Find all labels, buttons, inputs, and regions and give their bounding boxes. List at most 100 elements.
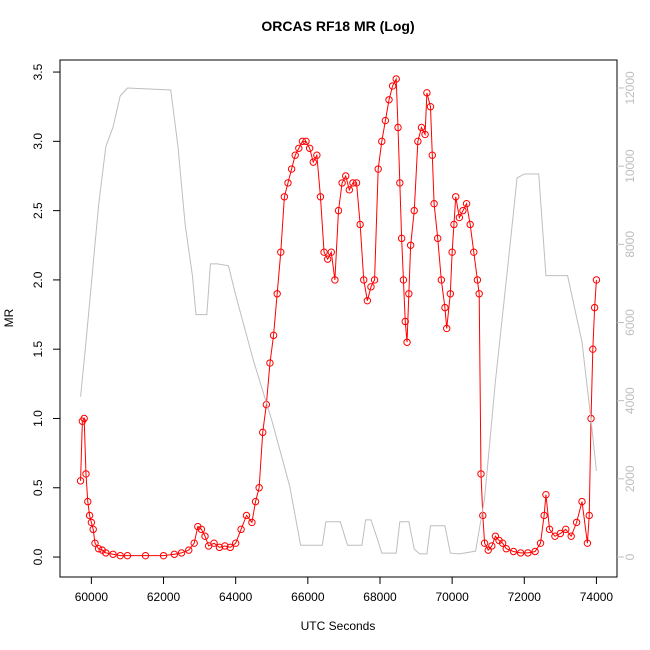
data-point	[403, 338, 411, 346]
data-point	[123, 551, 132, 560]
data-point	[480, 539, 489, 547]
data-point	[109, 550, 117, 558]
data-point	[291, 151, 299, 159]
series-line	[80, 77, 597, 557]
data-point	[331, 276, 339, 284]
data-point	[190, 539, 198, 547]
data-point	[578, 497, 586, 506]
data-point	[459, 206, 467, 215]
data-point	[269, 331, 278, 340]
data-point	[87, 518, 96, 527]
data-point	[201, 532, 209, 540]
data-point	[396, 179, 404, 187]
data-point	[406, 241, 415, 249]
data-point	[592, 276, 601, 284]
data-point	[342, 172, 350, 180]
y-tick-label: 0.0	[31, 548, 45, 565]
data-point	[210, 539, 218, 547]
y-tick-label: 2.5	[31, 202, 45, 219]
y2-tick-label: 4000	[623, 387, 637, 414]
data-point	[590, 303, 599, 312]
data-point	[479, 511, 487, 520]
data-point	[298, 137, 307, 146]
data-point	[585, 511, 593, 520]
data-point	[388, 82, 397, 90]
data-point	[255, 484, 263, 492]
data-point	[91, 539, 99, 547]
data-point	[284, 179, 292, 187]
data-point	[446, 290, 455, 298]
y-tick-label: 1.5	[31, 341, 45, 358]
x-tick-label: 68000	[363, 590, 397, 604]
data-point	[448, 248, 456, 256]
x-tick-label: 72000	[508, 590, 542, 604]
y2-tick-label: 6000	[623, 309, 637, 336]
data-point	[583, 539, 592, 547]
data-point	[455, 213, 464, 222]
data-point	[221, 542, 229, 550]
x-tick-label: 64000	[219, 590, 253, 604]
data-point	[452, 193, 460, 201]
data-point	[516, 549, 525, 557]
data-point	[242, 511, 251, 520]
data-point	[430, 199, 438, 208]
data-point	[437, 276, 446, 284]
plot-frame	[59, 59, 618, 578]
data-point	[367, 283, 375, 291]
data-point	[177, 549, 186, 557]
y2-tick-label: 2000	[623, 465, 637, 492]
data-point	[338, 179, 346, 187]
data-point	[273, 290, 281, 298]
x-tick-label: 60000	[75, 590, 109, 604]
data-point	[381, 116, 390, 125]
data-point	[352, 179, 361, 187]
y2-tick-label: 12000	[623, 71, 637, 105]
data-point	[562, 525, 570, 534]
data-point	[80, 414, 88, 423]
data-point	[327, 248, 335, 256]
data-point	[462, 199, 471, 208]
data-point	[197, 525, 206, 534]
data-point	[334, 206, 343, 215]
data-point	[345, 186, 354, 194]
x-axis-label: UTC Seconds	[301, 619, 376, 633]
y-tick-label: 3.5	[31, 63, 45, 80]
data-point	[394, 123, 402, 132]
data-point	[313, 151, 321, 159]
data-point	[266, 359, 274, 367]
data-point	[102, 549, 110, 557]
data-point	[417, 123, 426, 132]
data-point	[360, 276, 368, 284]
data-point	[470, 248, 478, 256]
series-line	[80, 87, 597, 555]
data-point	[524, 549, 532, 557]
y-axis-label: MR	[2, 308, 16, 327]
data-point	[484, 546, 492, 554]
data-point	[370, 276, 379, 284]
data-point	[170, 550, 179, 558]
data-point	[89, 525, 97, 534]
data-point	[421, 130, 429, 139]
data-point	[277, 248, 285, 256]
data-point	[85, 511, 94, 520]
data-point	[185, 546, 193, 554]
data-point	[397, 234, 406, 243]
y-tick-label: 2.0	[31, 271, 45, 288]
x-tick-label: 74000	[580, 590, 614, 604]
data-point	[295, 144, 303, 152]
data-point	[280, 193, 289, 201]
data-point	[82, 470, 90, 478]
data-point	[363, 296, 372, 305]
data-point	[141, 551, 150, 560]
data-point	[305, 144, 314, 152]
data-point	[426, 102, 435, 111]
data-point	[423, 89, 431, 97]
y2-tick-label: 8000	[623, 231, 637, 258]
data-point	[84, 497, 92, 506]
data-point	[116, 551, 124, 560]
data-point	[76, 477, 85, 485]
chart-title: ORCAS RF18 MR (Log)	[261, 18, 414, 34]
data-point	[572, 518, 581, 527]
data-point	[259, 428, 267, 437]
